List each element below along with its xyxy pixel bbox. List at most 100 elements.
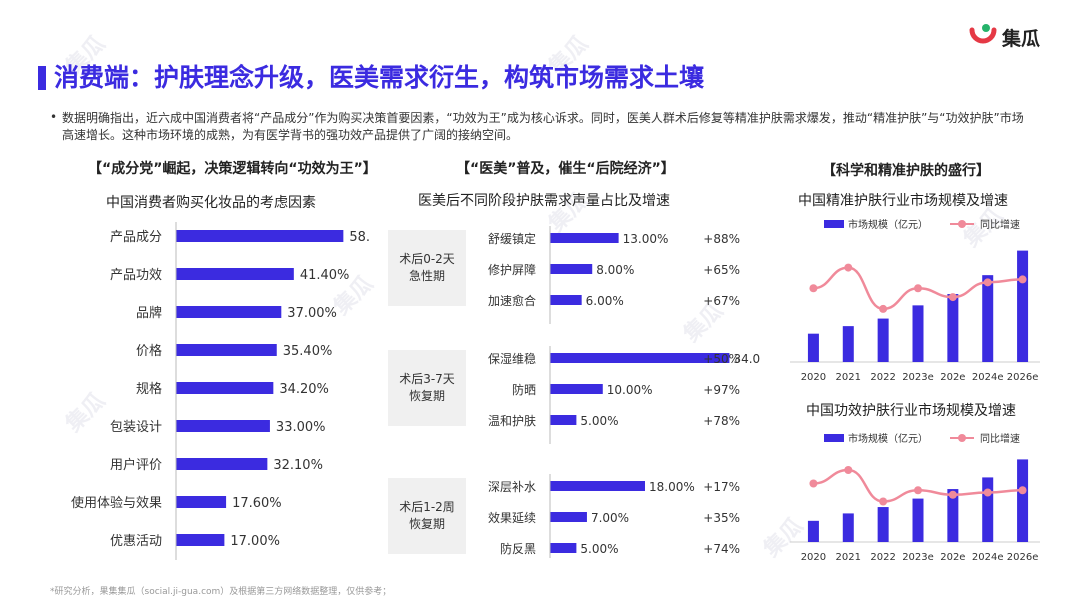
data-label: 33.00% [276,420,326,435]
category-label: 品牌 [136,305,162,321]
x-tick-label: 2020 [801,372,826,383]
bar [912,498,924,542]
stage-label-line: 恢复期 [408,517,445,531]
bar [176,496,227,508]
bar [877,507,889,542]
data-label: 18.00% [649,480,695,494]
category-label: 深层补水 [488,480,536,494]
data-label: 5.00% [580,414,618,428]
x-tick-label: 2024e [972,372,1004,383]
bar [1017,459,1029,542]
bar [550,353,730,363]
category-label: 加速愈合 [488,293,536,308]
line-point [914,284,922,293]
category-label: 修护屏障 [488,262,536,277]
stage-label-line: 术后1-2周 [399,500,455,514]
data-label: 37.00% [287,306,337,321]
data-label: 34.00% [733,352,760,366]
category-label: 规格 [136,381,162,397]
logo-text: 集瓜 [1002,28,1041,50]
legend-label-line: 同比增速 [980,218,1020,231]
chart-title-consumer-factors: 中国消费者购买化妆品的考虑因素 [106,195,316,211]
growth-label: +74% [703,542,740,556]
intro-paragraph: 数据明确指出，近六成中国消费者将“产品成分”作为购买决策首要因素，“功效为王”成… [62,111,1024,142]
bar [176,306,282,318]
data-label: 17.60% [232,496,282,511]
stage-label: 术后0-2天 急性期 [399,251,455,285]
stage-label-line: 术后0-2天 [399,252,455,266]
category-label: 产品成分 [110,230,162,245]
category-label: 使用体验与效果 [71,495,162,511]
stage-label: 术后3-7天 恢复期 [399,371,455,405]
bar [550,543,577,553]
bar [982,477,994,542]
growth-label: +65% [703,263,740,277]
legend-swatch-marker [958,220,966,228]
bar [912,305,924,362]
bar [550,415,577,425]
growth-label: +78% [703,414,740,428]
growth-label: +97% [703,383,740,397]
data-label: 35.40% [283,344,333,359]
section-title-left: 【“成分党”崛起，决策逻辑转向“功效为王”】 [88,161,377,177]
stage-label: 术后1-2周 恢复期 [399,499,455,533]
stage-box: 术后3-7天 恢复期 [388,350,466,426]
data-label: 13.00% [623,232,669,246]
stage-label-line: 急性期 [408,269,445,283]
bar [550,295,582,305]
line-point [879,304,888,313]
data-label: 34.20% [279,382,329,397]
bar [947,294,959,362]
bar [176,534,225,546]
bar [842,326,854,362]
precision-skincare-chart: 市场规模（亿元） 同比增速 2020 2021 2022 2023e 202e 2024e 20… [790,218,1040,383]
consumer-factors-chart: 产品成分 58.80% 产品功效 41.40% 品牌 37.00% 价格 35.40% 规格 34… [71,222,370,560]
x-tick-label: 2021 [836,372,861,383]
category-label: 温和护肤 [488,413,536,428]
category-label: 保湿维稳 [488,351,536,366]
category-label: 用户评价 [110,457,162,473]
x-tick-label: 2026e [1007,372,1039,383]
line-point [809,284,818,293]
bar [550,233,619,243]
stage-label-line: 恢复期 [408,389,445,403]
bar [842,513,854,542]
bar [176,458,268,470]
bar [176,230,344,242]
line-point [844,263,853,272]
growth-label: +35% [703,511,740,525]
data-label: 8.00% [596,263,634,277]
data-label: 5.00% [580,542,618,556]
stage-label-line: 术后3-7天 [399,372,455,386]
line-point [844,466,853,474]
line-point [1018,275,1027,284]
category-label: 产品功效 [110,268,162,283]
growth-label: +50% [703,352,740,366]
chart-title-functional-skincare: 中国功效护肤行业市场规模及增速 [806,403,1016,419]
x-tick-label: 2026e [1007,552,1039,563]
bar [176,268,294,280]
postop-demand-chart: 舒缓镇定 13.00% +88% 修护屏障 8.00% +65% 加速愈合 6.00% +67%… [488,226,760,558]
x-tick-label: 202e [940,552,965,563]
category-label: 价格 [136,343,162,359]
line-point [809,479,818,488]
functional-skincare-chart: 市场规模（亿元） 同比增速 2020 2021 2022 2023e 202e 2024e 20… [790,432,1040,563]
brand-logo: 集瓜 [968,22,1058,50]
bar [982,275,994,362]
x-tick-label: 2023e [902,372,934,383]
growth-label: +17% [703,480,740,494]
category-label: 防反黑 [500,541,536,556]
category-label: 优惠活动 [110,534,162,549]
bar [550,481,645,491]
chart-title-precision-skincare: 中国精准护肤行业市场规模及增速 [798,193,1008,209]
bar [807,520,819,542]
section-title-middle: 【“医美”普及，催生“后院经济”】 [456,161,675,177]
x-tick-label: 2021 [836,552,861,563]
stage-box: 术后1-2周 恢复期 [388,478,466,554]
bar [877,318,889,362]
legend-label-bar: 市场规模（亿元） [848,432,928,445]
bar [176,420,270,432]
x-tick-label: 2024e [972,552,1004,563]
chart-title-postop-demand: 医美后不同阶段护肤需求声量占比及增速 [418,193,670,209]
data-label: 10.00% [607,383,653,397]
